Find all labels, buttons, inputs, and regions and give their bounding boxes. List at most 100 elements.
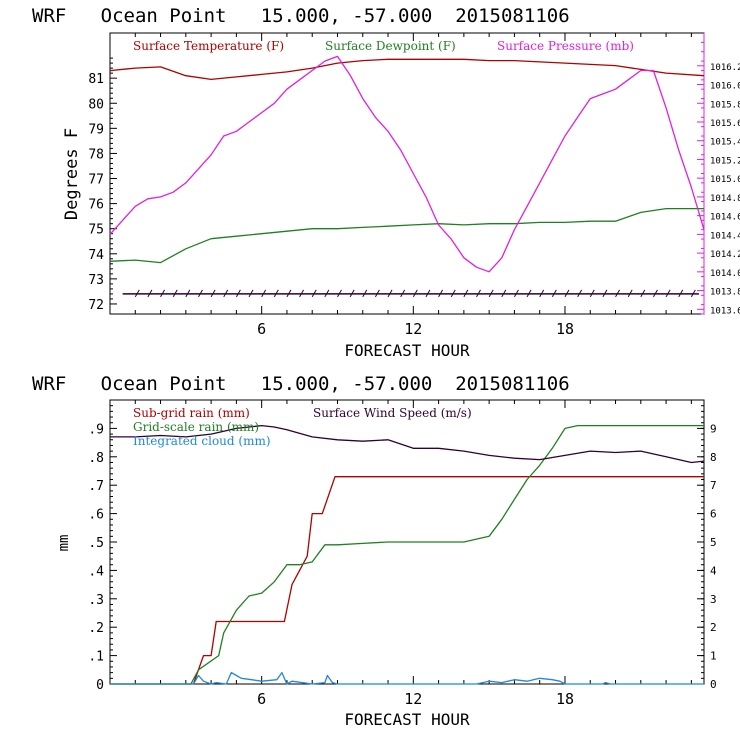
bottom-y-axis: 0 .1 .2 .3 .4 .5 .6 .7 .8 .9: [88, 405, 117, 693]
y2-tick-label: 1014.6: [710, 213, 740, 223]
wind-barb: [513, 289, 519, 298]
y-tick-label: .8: [88, 451, 104, 466]
y-tick-label: .6: [88, 508, 104, 523]
y-tick-label: 78: [88, 147, 104, 162]
y2-tick-label: 2: [710, 621, 717, 634]
legend-integrated-cloud: Integrated cloud (mm): [133, 434, 271, 448]
y2-tick-label: 1016.0: [710, 82, 740, 92]
top-series-group: [109, 55, 705, 273]
y-tick-label: .3: [88, 593, 104, 608]
wind-barb: [248, 289, 254, 298]
y2-tick-label: 1015.2: [710, 156, 740, 166]
top-x-label: FORECAST HOUR: [344, 341, 470, 360]
wind-barb: [412, 289, 418, 298]
wind-barb: [564, 289, 570, 298]
x-tick-label: 18: [556, 690, 574, 708]
wind-barb: [450, 289, 456, 298]
y2-tick-label: 1014.0: [710, 269, 740, 279]
wind-barb: [311, 289, 317, 298]
y2-tick-label: 1015.6: [710, 119, 740, 129]
wind-barb: [198, 289, 203, 298]
bottom-x-axis: 6 12 18: [134, 400, 692, 708]
y-tick-label: 73: [88, 273, 104, 288]
legend-surface-wind-speed: Surface Wind Speed (m/s): [313, 406, 472, 420]
wind-barb: [387, 289, 393, 298]
wind-barb: [602, 289, 608, 298]
wind-barb: [337, 289, 342, 298]
y2-tick-label: 9: [710, 422, 717, 435]
y2-tick-label: 1015.8: [710, 100, 740, 110]
y2-tick-label: 5: [710, 536, 717, 549]
legend-surface-temperature: Surface Temperature (F): [133, 39, 284, 53]
y-tick-label: 72: [88, 298, 104, 313]
top-title: WRF Ocean Point 15.000, -57.000 20150811…: [32, 5, 570, 27]
y2-tick-label: 3: [710, 593, 717, 606]
wind-barb: [210, 289, 216, 298]
wind-barb: [577, 289, 583, 298]
top-y-axis: 72 73 74 75 76 77 78 79 80 81: [88, 57, 117, 313]
x-tick-label: 12: [404, 320, 422, 338]
legend-surface-pressure: Surface Pressure (mb): [497, 39, 634, 53]
series-line-sub-grid-rain-mm: [110, 476, 704, 685]
wind-barb: [299, 289, 305, 298]
y2-tick-label: 1015.4: [710, 138, 740, 148]
wind-barb: [273, 289, 279, 298]
wind-barb: [425, 289, 431, 298]
wind-barb: [526, 289, 532, 298]
y2-tick-label: 1016.2: [710, 63, 740, 73]
wind-barb: [286, 289, 292, 298]
wind-barb: [235, 289, 241, 298]
wind-barb: [185, 289, 191, 298]
wind-barb: [349, 289, 355, 298]
x-tick-label: 6: [257, 320, 266, 338]
wind-barb: [160, 289, 165, 298]
wind-barb: [690, 289, 696, 298]
series-line-integrated-cloud-mm: [110, 671, 704, 685]
y-tick-label: .4: [88, 564, 104, 579]
wind-barb: [551, 289, 557, 298]
top-plot-frame: [109, 32, 705, 315]
y2-tick-label: 6: [710, 508, 717, 521]
x-tick-label: 18: [556, 320, 574, 338]
wind-barb: [501, 289, 507, 298]
wind-barb: [261, 289, 267, 298]
y-tick-label: 77: [88, 173, 104, 188]
y2-tick-label: 1015.0: [710, 175, 740, 185]
wind-barbs-row: [122, 289, 699, 298]
wind-barb: [653, 289, 658, 298]
bottom-y2-axis: 0 1 2 3 4 5 6 7 8 9: [697, 399, 717, 691]
wind-barb: [134, 289, 140, 298]
y2-tick-label: 4: [710, 564, 717, 577]
x-tick-label: 12: [404, 690, 422, 708]
wind-barb: [665, 289, 671, 298]
series-line-surface-pressure-mb: [109, 55, 705, 273]
series-line-surface-wind-speed-m-s: [110, 424, 705, 464]
wind-barb: [488, 289, 494, 298]
y-tick-label: .5: [88, 536, 104, 551]
y2-tick-label: 0: [710, 678, 717, 691]
wind-barb: [463, 289, 469, 298]
x-tick-label: 6: [257, 690, 266, 708]
series-line-grid-scale-rain-mm: [110, 424, 704, 685]
y-tick-label: 81: [88, 72, 104, 87]
wind-barb: [615, 289, 620, 298]
wind-barb: [223, 289, 229, 298]
legend-surface-dewpoint: Surface Dewpoint (F): [325, 39, 456, 53]
y-tick-label: 79: [88, 122, 104, 137]
wind-barb: [324, 289, 330, 298]
wind-barb: [589, 289, 595, 298]
bottom-y-label: mm: [56, 535, 72, 552]
y2-tick-label: 1013.8: [710, 288, 740, 298]
y-tick-label: 0: [96, 678, 104, 693]
series-line-surface-temperature-f: [109, 58, 705, 81]
legend-grid-scale-rain: Grid-scale rain (mm): [133, 420, 259, 434]
wind-barb: [539, 289, 545, 298]
wind-barb: [640, 289, 646, 298]
wind-barb: [678, 289, 684, 298]
temperature-panel: WRF Ocean Point 15.000, -57.000 20150811…: [32, 5, 740, 360]
wind-barb: [362, 289, 368, 298]
wind-barb: [476, 289, 481, 298]
y-tick-label: .7: [88, 479, 104, 494]
wind-barb: [172, 289, 178, 298]
